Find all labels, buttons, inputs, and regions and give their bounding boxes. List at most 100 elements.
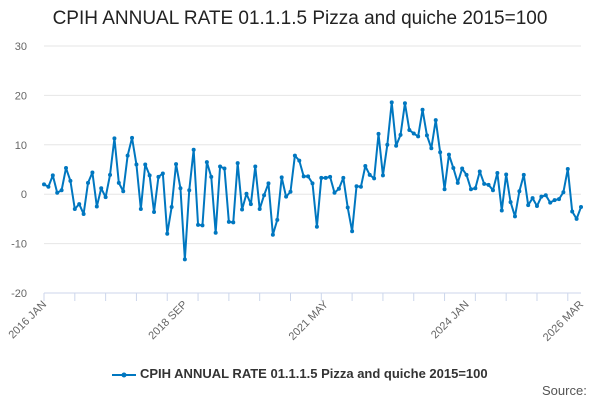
data-point <box>477 169 482 174</box>
data-point <box>446 152 451 157</box>
data-point <box>262 193 267 198</box>
data-point <box>46 184 51 189</box>
data-point <box>279 175 284 180</box>
y-tick-label: 30 <box>15 41 27 53</box>
data-point <box>345 205 350 210</box>
data-point <box>548 200 553 205</box>
source-label: Source: <box>542 383 587 398</box>
data-point <box>156 174 161 179</box>
data-point <box>200 223 205 228</box>
data-point <box>138 207 143 212</box>
data-point <box>301 174 306 179</box>
data-point <box>512 214 517 219</box>
data-point <box>464 172 469 177</box>
data-point <box>504 172 509 177</box>
data-point <box>358 184 363 189</box>
data-point <box>363 164 368 169</box>
data-point <box>319 175 324 180</box>
x-tick-label: 2026 MAR <box>541 299 586 344</box>
data-point <box>178 186 183 191</box>
data-point <box>147 173 152 178</box>
data-point <box>297 158 302 163</box>
data-point <box>235 161 240 166</box>
data-point <box>81 211 86 216</box>
data-point <box>552 198 557 203</box>
data-point <box>266 181 271 186</box>
data-point <box>270 232 275 237</box>
data-point <box>328 174 333 179</box>
data-point <box>556 197 561 202</box>
data-point <box>310 181 315 186</box>
data-point <box>187 188 192 193</box>
data-point <box>561 190 566 195</box>
data-point <box>182 257 187 262</box>
data-point <box>314 224 319 229</box>
data-point <box>306 174 311 179</box>
data-point <box>543 193 548 198</box>
data-point <box>284 194 289 199</box>
data-point <box>455 180 460 185</box>
legend-label: CPIH ANNUAL RATE 01.1.1.5 Pizza and quic… <box>139 366 488 381</box>
data-point <box>539 194 544 199</box>
data-point <box>112 136 117 141</box>
data-point <box>174 162 179 167</box>
data-point <box>121 189 126 194</box>
y-tick-label: 10 <box>15 140 27 152</box>
data-point <box>244 191 249 196</box>
data-point <box>130 135 135 140</box>
data-point <box>59 188 64 193</box>
data-point <box>394 143 399 148</box>
data-point <box>68 178 73 183</box>
data-point <box>90 170 95 175</box>
data-point <box>55 190 60 195</box>
data-point <box>94 204 99 209</box>
data-point <box>213 230 218 235</box>
data-point <box>433 118 438 123</box>
data-point <box>257 207 262 212</box>
data-point <box>468 187 473 192</box>
data-point <box>50 173 55 178</box>
data-point <box>253 164 258 169</box>
data-point <box>222 166 227 171</box>
data-point <box>191 147 196 152</box>
data-point <box>570 209 575 214</box>
data-point <box>486 182 491 187</box>
x-tick-label: 2024 JAN <box>429 299 472 342</box>
data-point <box>165 231 170 236</box>
data-point <box>341 175 346 180</box>
data-point <box>521 172 526 177</box>
series-line <box>43 101 582 261</box>
data-point <box>424 133 429 138</box>
data-point <box>495 170 500 175</box>
data-point <box>499 208 504 213</box>
x-tick-label: 2021 MAY <box>287 298 332 343</box>
data-point <box>579 205 583 210</box>
data-point <box>336 186 341 191</box>
data-point <box>160 171 165 176</box>
data-point <box>354 184 359 189</box>
data-point <box>231 220 236 225</box>
data-point <box>143 162 148 167</box>
data-point <box>350 229 355 234</box>
data-point <box>372 176 377 181</box>
data-point <box>248 202 253 207</box>
data-point <box>125 153 130 158</box>
data-point <box>152 209 157 214</box>
data-point <box>411 131 416 136</box>
data-point <box>116 180 121 185</box>
data-point <box>490 188 495 193</box>
data-point <box>402 101 407 106</box>
data-point <box>376 131 381 136</box>
y-tick-label: -20 <box>11 288 27 300</box>
x-tick-label: 2016 JAN <box>6 299 49 342</box>
data-point <box>42 182 46 187</box>
data-point <box>323 175 328 180</box>
data-point <box>367 172 372 177</box>
data-point <box>288 189 293 194</box>
data-point <box>482 181 487 186</box>
data-point <box>209 174 214 179</box>
data-point <box>196 222 201 227</box>
data-point <box>86 180 91 185</box>
legend[interactable]: CPIH ANNUAL RATE 01.1.1.5 Pizza and quic… <box>0 366 600 381</box>
